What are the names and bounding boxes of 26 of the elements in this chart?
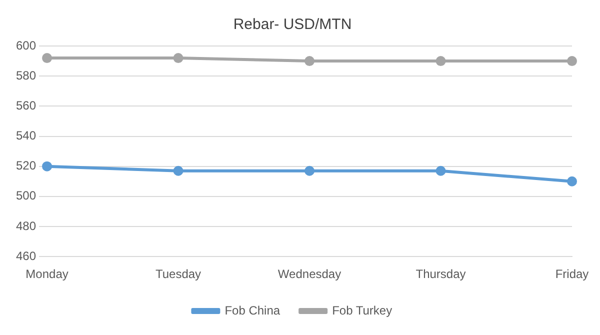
legend-label: Fob Turkey — [332, 303, 392, 318]
y-tick-label: 480 — [16, 218, 36, 233]
point — [173, 166, 184, 176]
y-tick-label: 600 — [16, 38, 36, 52]
legend-label: Fob China — [224, 303, 280, 318]
point — [436, 166, 446, 176]
x-tick-label: Tuesday — [155, 267, 202, 282]
point — [173, 53, 184, 64]
y-tick-label: 540 — [16, 128, 36, 143]
x-tick-label: Friday — [555, 267, 589, 282]
point — [42, 53, 52, 64]
point — [567, 176, 577, 186]
y-tick-label: 580 — [16, 68, 36, 82]
y-tick-label: 460 — [16, 248, 36, 263]
y-tick-label: 500 — [16, 188, 36, 203]
point — [42, 161, 52, 172]
x-tick-label: Thursday — [416, 267, 466, 282]
chart-title: Rebar- USD/MTN — [233, 16, 352, 34]
point — [304, 166, 315, 176]
point — [567, 56, 577, 66]
y-tick-label: 520 — [16, 158, 36, 173]
x-tick-label: Wednesday — [278, 267, 342, 282]
y-tick-label: 560 — [16, 98, 36, 112]
x-tick-label: Monday — [26, 267, 68, 282]
point — [304, 56, 315, 66]
point — [436, 56, 446, 66]
